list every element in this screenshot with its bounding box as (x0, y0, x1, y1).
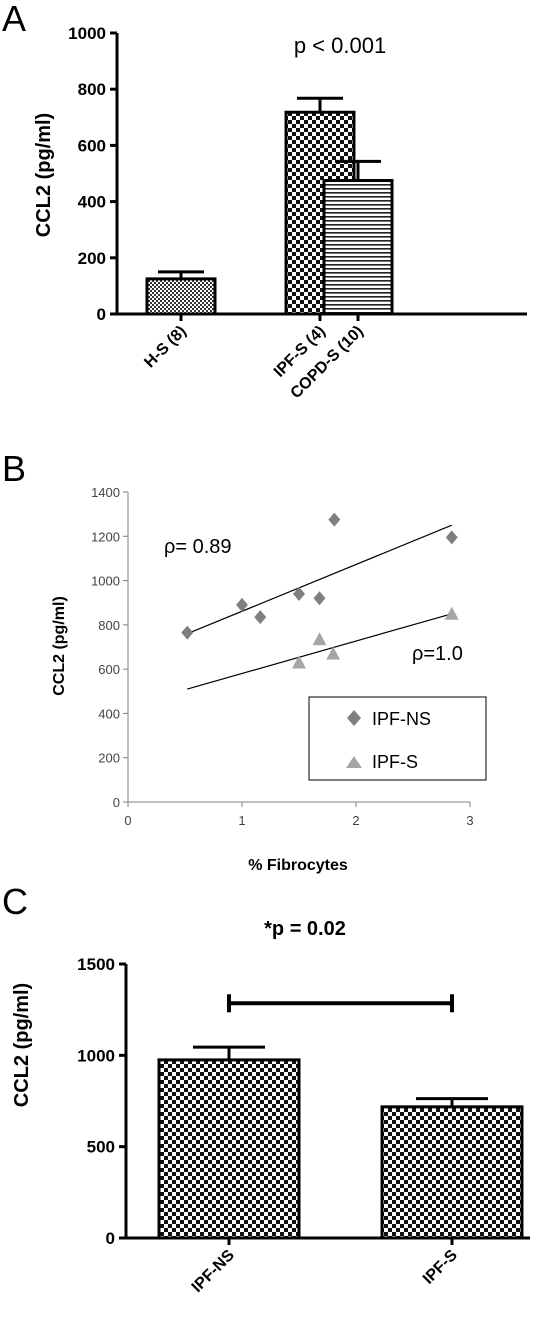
bar (157, 1058, 301, 1240)
fit-line-ipf-ns (187, 524, 452, 635)
y-tick-label: 200 (98, 751, 120, 766)
panel-letter-b: B (2, 448, 26, 489)
panel-b-fit-lines (187, 524, 452, 690)
panel-c-ylabel: CCL2 (pg/ml) (11, 983, 33, 1107)
point-ipf-ns (181, 625, 194, 640)
panel-b-rho-ns: ρ= 0.89 (164, 536, 232, 558)
point-ipf-s (326, 646, 341, 660)
x-tick-label: 1 (238, 813, 245, 828)
point-ipf-ns (313, 591, 326, 606)
panel-b-axes: 0 200 400 600 800 1000 1200 1400 0 1 2 3 (91, 485, 474, 828)
panel-b: B CCL2 (pg/ml) % Fibrocytes ρ= 0.89 ρ=1.… (2, 448, 487, 874)
y-tick-label: 1000 (91, 574, 120, 589)
panel-c-significance-bracket (227, 994, 454, 1013)
bar (145, 277, 217, 316)
panel-b-ylabel: CCL2 (pg/ml) (51, 596, 68, 696)
x-tick-label: 0 (124, 813, 131, 828)
panel-letter-a: A (2, 0, 26, 39)
y-tick-label: 0 (97, 305, 106, 324)
x-tick-label: 3 (466, 813, 473, 828)
panel-b-legend: IPF-NS IPF-S (308, 696, 487, 781)
panel-b-points (181, 512, 459, 669)
panel-b-xlabel: % Fibrocytes (248, 857, 348, 874)
y-tick-label: 400 (98, 706, 120, 721)
y-tick-label: 0 (113, 795, 120, 810)
panel-a: A CCL2 (pg/ml) p < 0.001 0 200 400 600 800 10… (2, 0, 527, 402)
point-ipf-ns (445, 530, 458, 545)
point-ipf-s (444, 606, 459, 620)
point-ipf-s (312, 632, 327, 646)
y-tick-label: 1500 (77, 955, 115, 974)
y-tick-label: 600 (98, 662, 120, 677)
panel-a-bars (145, 96, 394, 316)
legend-diamond-icon (347, 710, 361, 726)
panel-a-pvalue: p < 0.001 (294, 33, 386, 58)
bar (380, 1105, 524, 1240)
y-tick-label: 800 (78, 80, 106, 99)
panel-b-rho-s: ρ=1.0 (412, 643, 463, 665)
point-ipf-ns (236, 597, 248, 612)
point-ipf-s (292, 655, 306, 669)
y-tick-label: 1400 (91, 485, 120, 500)
panel-c: C *p = 0.02 CCL2 (pg/ml) 0 500 1000 1500 IPF… (2, 881, 530, 1296)
legend-label-ipf-s: IPF-S (372, 752, 418, 772)
legend-label-ipf-ns: IPF-NS (372, 709, 431, 729)
y-tick-label: 800 (98, 618, 120, 633)
category-label: IPF-NS (189, 1247, 238, 1296)
point-ipf-ns (254, 610, 267, 625)
category-label: IPF-S (420, 1247, 461, 1288)
bar (322, 179, 394, 316)
point-ipf-ns (293, 586, 305, 601)
fit-line-ipf-s (187, 613, 452, 690)
panel-a-ylabel: CCL2 (pg/ml) (33, 113, 55, 237)
y-tick-label: 1000 (68, 24, 106, 43)
y-tick-label: 0 (106, 1229, 115, 1248)
panel-c-bars (157, 1045, 524, 1240)
legend-triangle-icon (346, 756, 362, 768)
point-ipf-ns (328, 512, 341, 527)
y-tick-label: 600 (78, 136, 106, 155)
y-tick-label: 500 (87, 1138, 115, 1157)
y-tick-label: 1000 (77, 1046, 115, 1065)
category-label: H-S (8) (141, 323, 189, 371)
y-tick-label: 200 (78, 249, 106, 268)
panel-c-title: *p = 0.02 (264, 918, 346, 940)
y-tick-label: 400 (78, 193, 106, 212)
panel-letter-c: C (2, 881, 28, 922)
y-tick-label: 1200 (91, 529, 120, 544)
x-tick-label: 2 (352, 813, 359, 828)
